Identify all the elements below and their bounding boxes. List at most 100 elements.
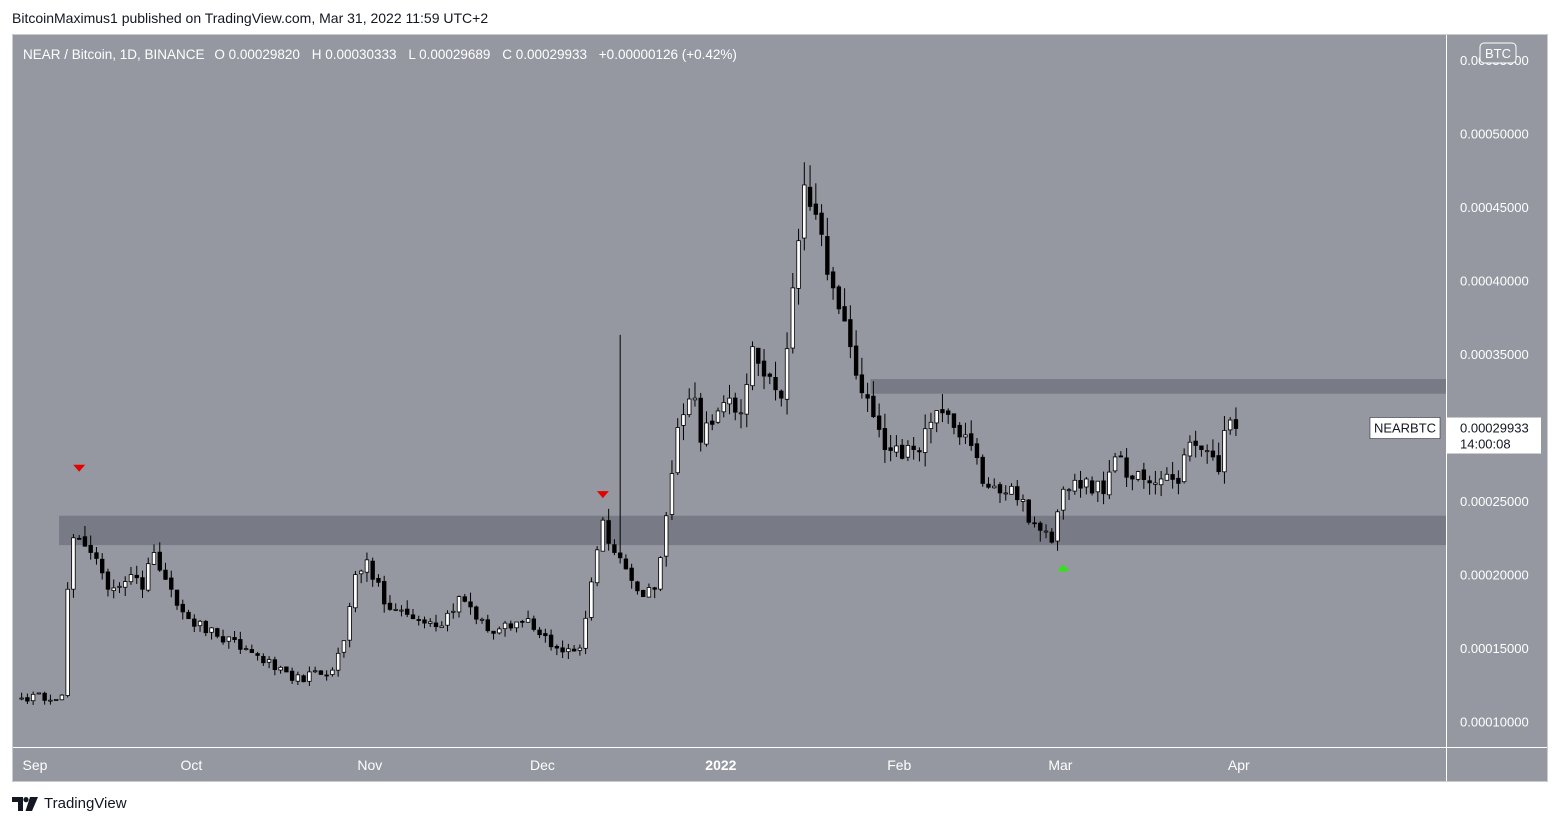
candle: [100, 553, 105, 580]
candle: [1084, 476, 1089, 495]
candle: [19, 692, 24, 701]
candle: [986, 477, 991, 489]
candle: [508, 620, 513, 631]
candle-body-up: [1020, 499, 1026, 502]
candle: [163, 562, 168, 580]
candle-body-down: [733, 397, 738, 413]
candle: [612, 539, 617, 556]
sell-marker-icon: [73, 464, 86, 472]
candle-body-down: [1216, 455, 1221, 473]
candle-body-down: [94, 552, 99, 559]
chart-panel[interactable]: 0.00010000 0.00015000 0.00020000 0.00025000…: [12, 34, 1548, 782]
candle-body-up: [675, 427, 680, 474]
candle-body-down: [617, 552, 623, 559]
candle-body-down: [698, 397, 703, 443]
candle: [1061, 486, 1066, 520]
candle-body-down: [433, 622, 439, 628]
candle: [560, 640, 565, 659]
candle: [773, 361, 778, 401]
candle-body-down: [612, 544, 617, 553]
candle: [969, 420, 974, 451]
tradingview-logo-icon: [12, 796, 38, 811]
candle: [957, 422, 962, 445]
candle: [1124, 448, 1129, 487]
candle: [347, 602, 352, 648]
candle-body-up: [117, 585, 122, 588]
currency-badge[interactable]: BTC: [1479, 42, 1517, 64]
candle-body-down: [710, 420, 715, 425]
candle: [284, 666, 289, 673]
candle-body-up: [19, 697, 24, 700]
time-tick-label: Nov: [357, 757, 382, 773]
legend-high-label: H: [312, 47, 322, 62]
candle-body-down: [215, 628, 220, 637]
candle-body-down: [842, 306, 847, 322]
candle-body-down: [560, 647, 565, 653]
candle: [117, 582, 122, 594]
time-axis[interactable]: Sep Oct Nov Dec 2022 Feb Mar Apr: [23, 757, 1251, 773]
candle: [59, 694, 65, 701]
candle: [675, 418, 680, 476]
candle-body-up: [48, 699, 53, 702]
candle-body-up: [905, 445, 911, 458]
candle-body-up: [439, 625, 444, 628]
candle: [1158, 470, 1164, 497]
candle: [974, 438, 980, 465]
candle-body-up: [312, 670, 318, 673]
candle: [1043, 524, 1049, 539]
candle-body-down: [951, 413, 957, 428]
candle: [301, 674, 306, 683]
candle-body-up: [790, 287, 795, 349]
candle: [830, 266, 836, 300]
candle: [376, 574, 381, 587]
candle: [733, 392, 738, 421]
candle-body-down: [1141, 469, 1147, 480]
candle: [1199, 445, 1204, 457]
candle: [146, 557, 151, 593]
candle: [997, 482, 1003, 503]
candle: [174, 589, 180, 610]
candle-body-up: [36, 692, 42, 695]
candle: [514, 621, 519, 633]
candle: [899, 439, 905, 460]
tradingview-footer[interactable]: TradingView: [12, 795, 127, 812]
candle-body-up: [59, 694, 65, 701]
candle: [779, 389, 784, 407]
candle: [272, 656, 278, 676]
candle: [871, 381, 876, 419]
candle-body-down: [1032, 522, 1037, 525]
candle: [629, 563, 634, 589]
price-tick-label: 0.00025000: [1460, 494, 1529, 509]
candle: [330, 667, 335, 677]
price-axis[interactable]: 0.00010000 0.00015000 0.00020000 0.00025000…: [1460, 53, 1529, 730]
candle: [876, 403, 882, 438]
candle-body-up: [209, 627, 214, 633]
candle-body-up: [1061, 488, 1066, 511]
candle-body-up: [784, 348, 790, 400]
candle: [802, 162, 807, 251]
candle: [589, 577, 594, 621]
candle-body-up: [497, 628, 502, 634]
candle-body-up: [65, 588, 70, 696]
candle-body-up: [1158, 478, 1164, 486]
candle: [727, 384, 732, 415]
candle-body-down: [1233, 419, 1239, 429]
candle: [1049, 528, 1054, 544]
candle: [192, 614, 197, 633]
candle: [307, 666, 312, 686]
candle: [894, 435, 899, 458]
candle-body-up: [399, 609, 404, 612]
candle-body-down: [980, 456, 985, 484]
candle: [94, 546, 99, 565]
candle-body-up: [479, 618, 485, 621]
legend-low-value: 0.00029689: [419, 47, 490, 62]
candle: [151, 544, 157, 565]
candle-body-down: [134, 574, 139, 579]
candle-body-up: [197, 620, 203, 627]
candle-body-up: [295, 674, 301, 682]
candle-body-down: [640, 589, 646, 598]
candlestick-chart[interactable]: 0.00010000 0.00015000 0.00020000 0.00025000…: [13, 35, 1547, 781]
candle-body-down: [25, 697, 30, 702]
candle: [42, 691, 47, 705]
candle-body-down: [571, 648, 577, 652]
